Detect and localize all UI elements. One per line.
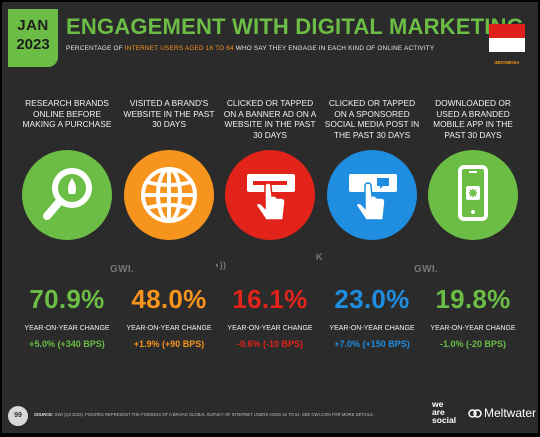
- subtitle-highlight: INTERNET USERS AGED 16 TO 64: [124, 45, 234, 52]
- stat-value: 48.0%: [131, 284, 207, 314]
- meltwater-logo: Meltwater: [468, 406, 536, 420]
- stat-label: CLICKED OR TAPPED ON A BANNER AD ON A WE…: [223, 98, 317, 140]
- date-badge: JAN 2023: [8, 9, 58, 67]
- stat-label: RESEARCH BRANDS ONLINE BEFORE MAKING A P…: [22, 98, 112, 129]
- slide: JAN 2023 ENGAGEMENT WITH DIGITAL MARKETI…: [2, 2, 538, 433]
- gwi-watermark: GWI.: [110, 264, 134, 275]
- page-title: ENGAGEMENT WITH DIGITAL MARKETING: [66, 14, 524, 39]
- yoy-change: +7.0% (+150 BPS): [334, 339, 410, 349]
- subtitle-post: WHO SAY THEY ENGAGE IN EACH KIND OF ONLI…: [233, 45, 435, 52]
- gwi-watermark: GWI.: [414, 264, 438, 275]
- stat-sponsored-post: CLICKED OR TAPPED ON A SPONSORED SOCIAL …: [322, 98, 422, 349]
- stat-value: 19.8%: [435, 284, 511, 314]
- page-number: 99: [8, 406, 28, 426]
- stat-label: DOWNLOADED OR USED A BRANDED MOBILE APP …: [433, 98, 513, 140]
- subtitle-pre: PERCENTAGE OF: [66, 45, 125, 52]
- yoy-label: YEAR-ON-YEAR CHANGE: [227, 325, 313, 332]
- badge-year: 2023: [16, 36, 50, 53]
- yoy-label: YEAR-ON-YEAR CHANGE: [329, 325, 415, 332]
- source-text: GWI (Q3 2022). FIGURES REPRESENT THE FIN…: [54, 412, 374, 417]
- yoy-change: -0.6% (-10 BPS): [236, 339, 304, 349]
- stat-value: 70.9%: [29, 284, 105, 314]
- mobile-app-icon: [428, 150, 518, 240]
- banner-click-icon: [225, 150, 315, 240]
- yoy-change: +5.0% (+340 BPS): [29, 339, 105, 349]
- logo-we: we: [432, 399, 444, 409]
- stat-value: 16.1%: [232, 284, 308, 314]
- yoy-label: YEAR-ON-YEAR CHANGE: [24, 325, 110, 332]
- meltwater-mark-icon: [468, 409, 482, 418]
- meltwater-text: Meltwater: [484, 406, 537, 420]
- indonesia-flag-icon: [489, 24, 525, 52]
- yoy-change: +1.9% (+90 BPS): [133, 339, 205, 349]
- stat-value: 23.0%: [334, 284, 410, 314]
- globe-icon: [124, 150, 214, 240]
- page-subtitle: PERCENTAGE OF INTERNET USERS AGED 16 TO …: [66, 45, 434, 52]
- stat-label: CLICKED OR TAPPED ON A SPONSORED SOCIAL …: [324, 98, 420, 140]
- logo-are: are: [432, 407, 445, 417]
- stat-research-brands: RESEARCH BRANDS ONLINE BEFORE MAKING A P…: [17, 98, 117, 349]
- country-label: INDONESIA: [494, 60, 520, 65]
- source-note: SOURCE: GWI (Q3 2022). FIGURES REPRESENT…: [34, 412, 374, 417]
- kepios-watermark-icon: K: [316, 252, 323, 262]
- badge-month: JAN: [17, 17, 49, 34]
- stat-mobile-app: DOWNLOADED OR USED A BRANDED MOBILE APP …: [423, 98, 523, 349]
- source-label: SOURCE:: [34, 412, 54, 417]
- stat-visited-website: VISITED A BRAND'S WEBSITE IN THE PAST 30…: [119, 98, 219, 349]
- signal-watermark-icon: ◖)): [214, 260, 227, 270]
- magnifier-icon: [22, 150, 112, 240]
- logo-social: social: [432, 415, 457, 425]
- stat-label: VISITED A BRAND'S WEBSITE IN THE PAST 30…: [123, 98, 215, 129]
- yoy-change: -1.0% (-20 BPS): [439, 339, 507, 349]
- stat-banner-ad: CLICKED OR TAPPED ON A BANNER AD ON A WE…: [220, 98, 320, 349]
- yoy-label: YEAR-ON-YEAR CHANGE: [430, 325, 516, 332]
- we-are-social-logo: we are social: [432, 399, 457, 425]
- yoy-label: YEAR-ON-YEAR CHANGE: [126, 325, 212, 332]
- social-post-click-icon: [327, 150, 417, 240]
